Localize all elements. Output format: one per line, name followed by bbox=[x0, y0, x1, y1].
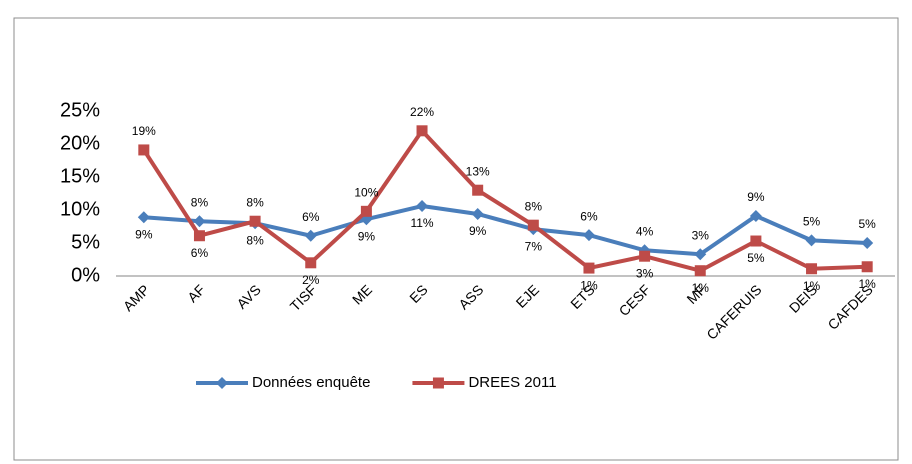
data-label: 9% bbox=[747, 190, 765, 204]
marker bbox=[527, 219, 539, 231]
data-label: 1% bbox=[580, 278, 598, 292]
marker bbox=[806, 263, 818, 275]
marker bbox=[750, 235, 762, 247]
marker bbox=[861, 237, 874, 249]
data-label: 3% bbox=[636, 266, 654, 280]
data-label: 1% bbox=[859, 277, 877, 291]
data-label: 8% bbox=[246, 233, 264, 247]
data-label: 8% bbox=[191, 195, 209, 209]
data-label: 2% bbox=[302, 273, 320, 287]
data-label: 1% bbox=[803, 279, 821, 293]
y-tick-label: 15% bbox=[60, 165, 100, 187]
marker bbox=[639, 250, 651, 262]
data-label: 4% bbox=[636, 224, 654, 238]
marker bbox=[638, 244, 651, 257]
marker bbox=[694, 248, 707, 261]
legend-label: DREES 2011 bbox=[468, 374, 556, 391]
marker bbox=[137, 211, 150, 224]
data-label: 9% bbox=[469, 224, 487, 238]
data-label: 22% bbox=[410, 105, 434, 119]
y-tick-label: 25% bbox=[60, 99, 100, 121]
marker bbox=[304, 229, 317, 242]
marker bbox=[360, 205, 372, 217]
y-tick-label: 0% bbox=[71, 264, 100, 286]
marker bbox=[805, 234, 818, 247]
legend-label: Données enquête bbox=[252, 374, 370, 391]
data-label: 11% bbox=[410, 216, 433, 230]
data-label: 5% bbox=[803, 215, 821, 229]
marker bbox=[416, 125, 428, 137]
data-label: 3% bbox=[692, 228, 710, 242]
data-label: 19% bbox=[132, 124, 156, 138]
data-label: 6% bbox=[302, 210, 320, 224]
y-tick-label: 20% bbox=[60, 132, 100, 154]
series-line bbox=[143, 204, 868, 257]
data-label: 6% bbox=[191, 246, 209, 260]
marker bbox=[694, 265, 706, 277]
y-tick-label: 10% bbox=[60, 198, 100, 220]
data-label: 5% bbox=[859, 217, 877, 231]
marker bbox=[193, 215, 206, 228]
data-label: 7% bbox=[525, 239, 543, 253]
data-label: 1% bbox=[692, 281, 710, 295]
data-label: 13% bbox=[466, 164, 490, 178]
marker bbox=[861, 261, 873, 273]
marker bbox=[471, 207, 484, 220]
data-label: 5% bbox=[747, 251, 765, 265]
legend-marker bbox=[432, 377, 444, 389]
marker bbox=[249, 215, 261, 227]
data-label: 8% bbox=[246, 195, 264, 209]
data-label: 8% bbox=[525, 199, 543, 213]
y-tick-label: 5% bbox=[71, 231, 100, 253]
data-label: 10% bbox=[354, 185, 378, 199]
series-line bbox=[142, 128, 868, 273]
marker bbox=[416, 200, 429, 213]
data-label: 9% bbox=[358, 229, 376, 243]
marker bbox=[472, 184, 484, 196]
data-label: 9% bbox=[135, 227, 153, 241]
marker bbox=[138, 144, 150, 156]
data-label: 6% bbox=[580, 209, 598, 223]
marker bbox=[583, 262, 595, 274]
marker bbox=[582, 229, 595, 242]
legend-marker bbox=[216, 377, 228, 389]
marker bbox=[193, 230, 205, 242]
marker bbox=[749, 209, 762, 222]
marker bbox=[305, 257, 317, 269]
